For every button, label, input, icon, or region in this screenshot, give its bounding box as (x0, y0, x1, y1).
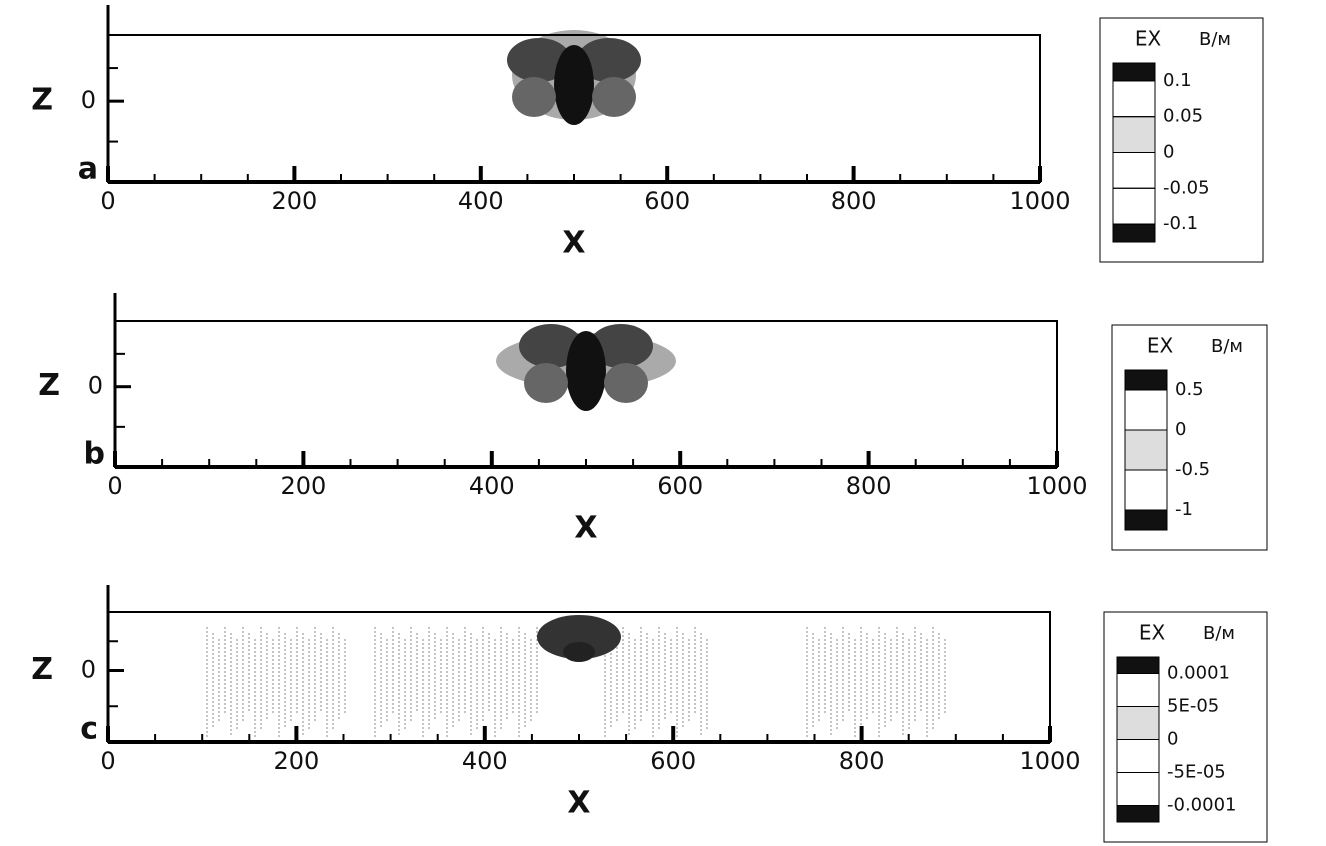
colorbar-band (1124, 369, 1168, 391)
x-tick-label: 400 (462, 747, 508, 775)
x-tick-label: 200 (273, 747, 319, 775)
colorbar-band (1116, 772, 1160, 806)
colorbar-unit: В/м (1211, 336, 1243, 357)
field-blob (524, 363, 568, 403)
colorbar-band (1116, 739, 1160, 773)
field-blob (537, 615, 621, 659)
colorbar-band (1112, 116, 1156, 153)
colorbar-frame (1099, 17, 1264, 263)
colorbar-title: EX (1139, 621, 1166, 645)
colorbar-unit: В/м (1199, 29, 1231, 50)
colorbar-label: 5E-05 (1167, 696, 1219, 717)
y-tick-label: 0 (88, 372, 103, 400)
x-tick-label: 600 (657, 472, 703, 500)
x-tick-label: 0 (107, 472, 122, 500)
colorbar-band (1116, 805, 1160, 823)
colorbar-band (1112, 187, 1156, 225)
colorbar-band (1124, 429, 1168, 471)
colorbar-label: -0.5 (1175, 459, 1210, 480)
colorbar-label: 0 (1167, 729, 1178, 750)
colorbar-title: EX (1147, 334, 1174, 358)
colorbar-label: -0.0001 (1167, 795, 1236, 816)
field-blob (566, 331, 606, 411)
colorbar-band (1124, 469, 1168, 511)
x-tick-label: 400 (458, 187, 504, 215)
panel-label: b (84, 437, 105, 472)
x-tick-label: 800 (846, 472, 892, 500)
colorbar-label: -0.1 (1163, 213, 1198, 234)
colorbar-label: -5E-05 (1167, 762, 1226, 783)
colorbar-band (1112, 62, 1156, 82)
colorbar-band (1116, 706, 1160, 740)
colorbar-band (1116, 656, 1160, 674)
colorbar-label: 0.05 (1163, 106, 1203, 127)
colorbar-band (1112, 80, 1156, 118)
x-tick-label: 600 (650, 747, 696, 775)
colorbar-band (1124, 389, 1168, 431)
x-axis-label: X (562, 226, 585, 261)
x-tick-label: 200 (280, 472, 326, 500)
y-axis-label: Z (38, 368, 60, 403)
colorbar-label: 0.5 (1175, 379, 1204, 400)
x-axis-label: X (574, 511, 597, 546)
field-blob (604, 363, 648, 403)
colorbar-label: 0.0001 (1167, 663, 1230, 684)
y-tick-label: 0 (81, 86, 96, 114)
colorbar-label: 0 (1163, 142, 1174, 163)
colorbar-label: -1 (1175, 499, 1193, 520)
x-tick-label: 1000 (1009, 187, 1070, 215)
x-tick-label: 0 (100, 187, 115, 215)
y-tick-label: 0 (81, 656, 96, 684)
field-blob (577, 38, 641, 82)
panel-label: a (78, 152, 98, 187)
field-blob (592, 77, 636, 117)
x-tick-label: 800 (831, 187, 877, 215)
y-axis-label: Z (31, 83, 53, 118)
colorbar-band (1116, 673, 1160, 707)
y-axis-label: Z (31, 652, 53, 687)
colorbar-band (1112, 152, 1156, 189)
x-tick-label: 600 (644, 187, 690, 215)
field-blob (512, 77, 556, 117)
field-blob (563, 642, 595, 662)
colorbar-band (1112, 223, 1156, 243)
panel-label: c (80, 712, 98, 747)
colorbar-band (1124, 509, 1168, 531)
colorbar-label: 0 (1175, 419, 1186, 440)
x-tick-label: 0 (100, 747, 115, 775)
x-tick-label: 1000 (1026, 472, 1087, 500)
field-blob (554, 45, 594, 125)
x-tick-label: 200 (271, 187, 317, 215)
x-tick-label: 800 (839, 747, 885, 775)
field-blob (589, 324, 653, 368)
x-axis-label: X (567, 786, 590, 821)
colorbar-frame (1111, 324, 1268, 551)
colorbar-title: EX (1135, 27, 1162, 51)
colorbar-label: 0.1 (1163, 70, 1192, 91)
colorbar-unit: В/м (1203, 623, 1235, 644)
x-tick-label: 400 (469, 472, 515, 500)
x-tick-label: 1000 (1019, 747, 1080, 775)
field-blob (519, 324, 583, 368)
field-blob (507, 38, 571, 82)
colorbar-frame (1103, 611, 1268, 843)
colorbar-label: -0.05 (1163, 177, 1210, 198)
